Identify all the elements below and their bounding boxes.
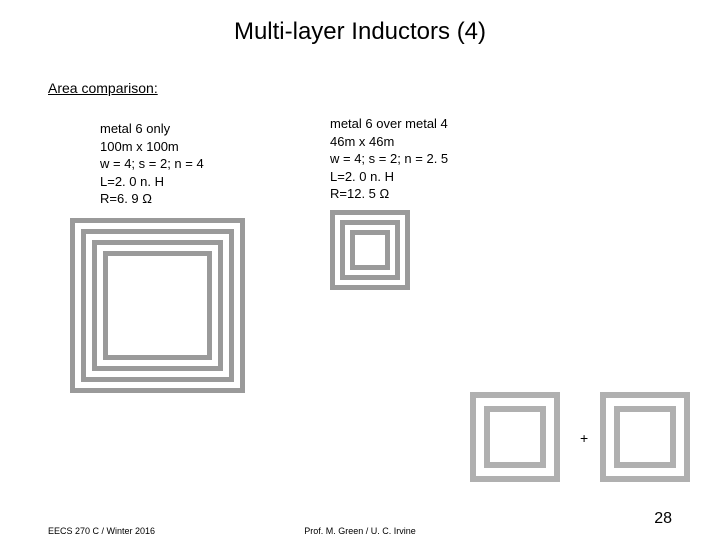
param-line: L=2. 0 n. H xyxy=(100,173,204,191)
left-params: metal 6 only 100m x 100m w = 4; s = 2; n… xyxy=(100,120,204,208)
page-number: 28 xyxy=(654,510,672,528)
param-line: R=6. 9 Ω xyxy=(100,190,204,208)
param-line: 100m x 100m xyxy=(100,138,204,156)
small-inductor-spiral xyxy=(330,210,410,295)
param-line: w = 4; s = 2; n = 4 xyxy=(100,155,204,173)
param-line: L=2. 0 n. H xyxy=(330,168,448,186)
slide-title: Multi-layer Inductors (4) xyxy=(0,0,720,46)
subtitle: Area comparison: xyxy=(48,80,158,96)
right-params: metal 6 over metal 4 46m x 46m w = 4; s … xyxy=(330,115,448,203)
big-inductor-spiral xyxy=(70,218,245,398)
param-line: R=12. 5 Ω xyxy=(330,185,448,203)
plus-sign: + xyxy=(580,430,588,446)
param-line: w = 4; s = 2; n = 2. 5 xyxy=(330,150,448,168)
param-line: metal 6 over metal 4 xyxy=(330,115,448,133)
param-line: metal 6 only xyxy=(100,120,204,138)
footer-center: Prof. M. Green / U. C. Irvine xyxy=(48,526,672,536)
param-line: 46m x 46m xyxy=(330,133,448,151)
